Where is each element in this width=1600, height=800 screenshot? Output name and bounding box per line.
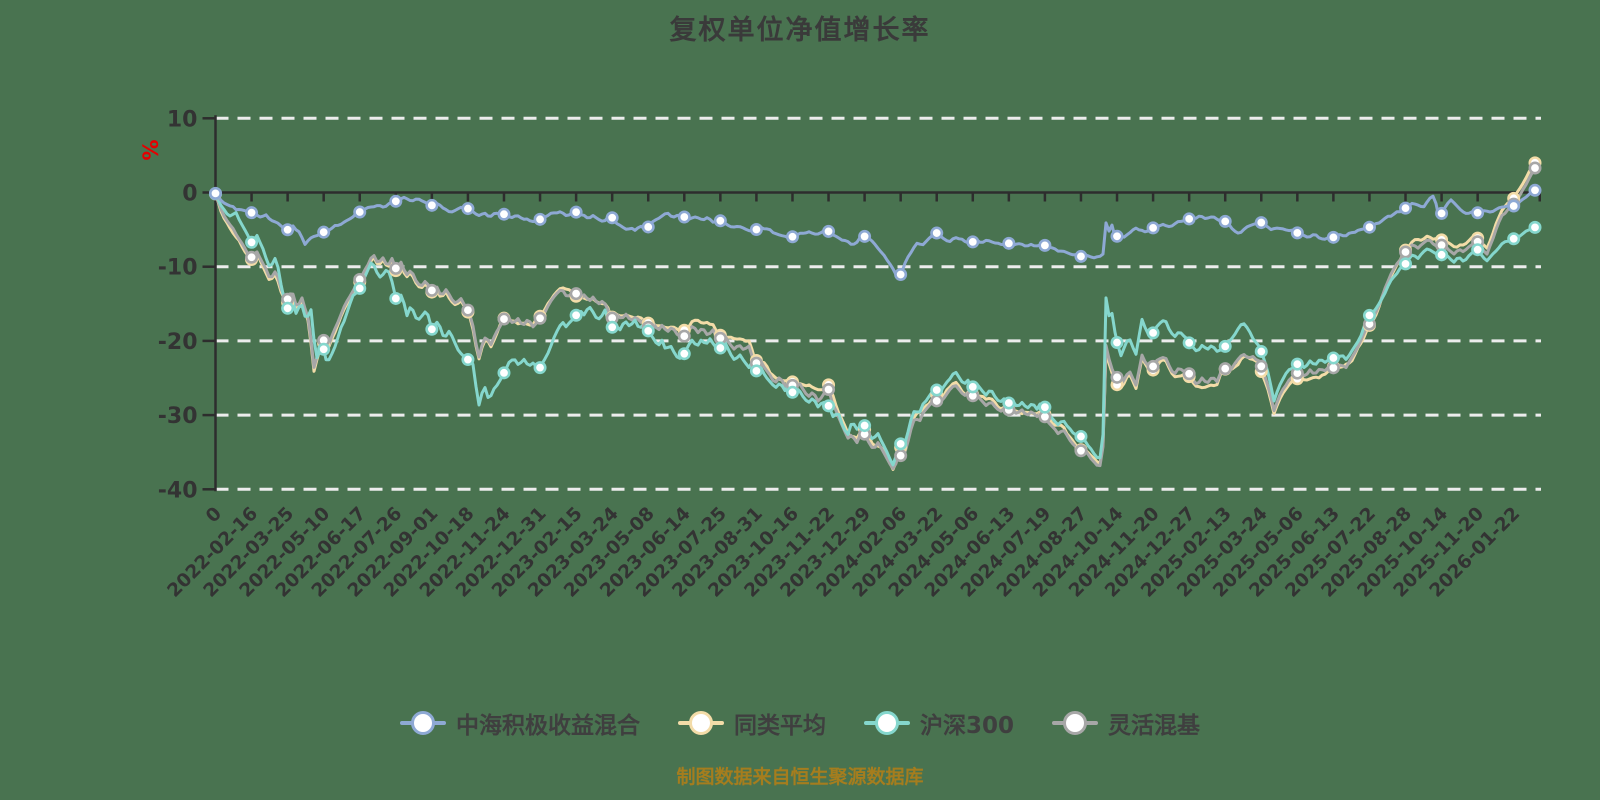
legend-item-flexible-mixed[interactable]: 灵活混基 (1052, 706, 1200, 740)
gridlines (215, 116, 1541, 491)
legend-item-category-average[interactable]: 同类平均 (677, 706, 826, 740)
data-source-note: 制图数据来自恒生聚源数据库 (676, 766, 924, 788)
svg-text:10: 10 (167, 107, 198, 132)
svg-text:-20: -20 (158, 330, 198, 355)
legend-label: 灵活混基 (1108, 713, 1200, 739)
svg-text:-10: -10 (158, 256, 198, 281)
line-marker-icon (677, 711, 724, 735)
svg-text:-40: -40 (158, 478, 198, 503)
series-lines (213, 161, 1537, 471)
series-markers (209, 156, 1542, 463)
legend-label: 同类平均 (733, 713, 826, 739)
legend-item-hs300[interactable]: 沪深300 (863, 706, 1014, 740)
svg-text:0: 0 (182, 182, 197, 207)
series-line-3 (213, 166, 1537, 470)
line-marker-icon (399, 711, 446, 735)
line-marker-icon (863, 711, 910, 735)
legend-label: 中海积极收益混合 (455, 713, 640, 739)
svg-text:-30: -30 (158, 404, 198, 429)
chart-title: 复权单位净值增长率 (669, 15, 931, 46)
svg-text:0: 0 (202, 503, 226, 527)
legend-item-fund[interactable]: 中海积极收益混合 (399, 706, 640, 740)
series-line-1 (213, 161, 1537, 471)
x-axis-labels: 02022-02-162022-03-252022-05-102022-06-1… (164, 503, 1525, 602)
y-axis-labels: 10 0 -10 -20 -30 -40 (158, 107, 198, 503)
chart-legend: 中海积极收益混合 同类平均 沪深300 灵活混基 (0, 706, 1600, 740)
legend-label: 沪深300 (919, 713, 1014, 739)
line-marker-icon (1052, 711, 1098, 735)
